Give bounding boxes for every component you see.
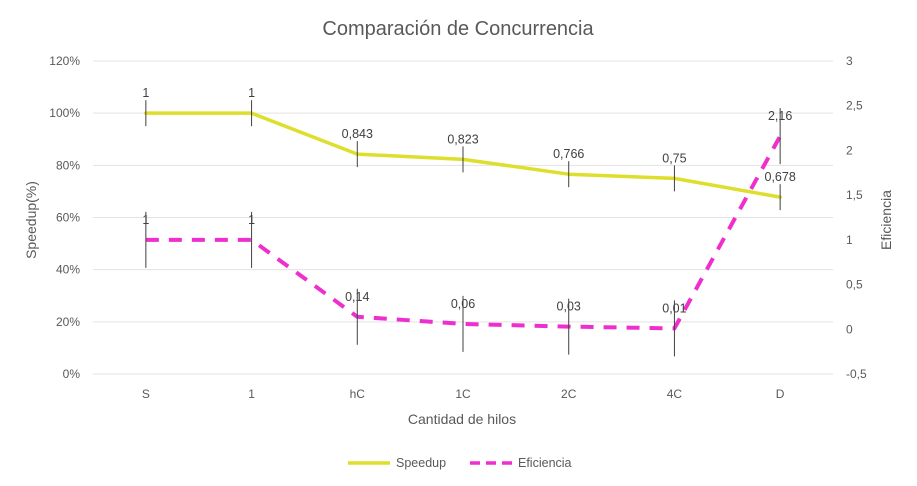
y-tick-label: 80% (56, 158, 80, 172)
y2-tick-label: 0,5 (846, 278, 863, 292)
y2-tick-label: 2 (846, 143, 853, 157)
y2-tick-label: 1,5 (846, 188, 863, 202)
error-bars (145, 100, 781, 357)
x-tick-label: 2C (561, 387, 577, 401)
data-label: 0,843 (342, 127, 373, 141)
y-tick-label: 0% (63, 367, 81, 381)
y-tick-label: 100% (49, 106, 80, 120)
data-label: 0,75 (662, 151, 686, 165)
legend-label-eficiencia: Eficiencia (518, 456, 572, 470)
data-label: 1 (142, 213, 149, 227)
y-tick-label: 20% (56, 315, 80, 329)
data-label: 0,823 (447, 132, 478, 146)
data-label: 0,03 (557, 300, 581, 314)
y2-tick-label: -0,5 (846, 367, 867, 381)
x-tick-label: hC (350, 387, 366, 401)
axis-ticks: 0% 20% 40% 60% 80% 100% 120% -0,5 0 0,5 1 1,5 2 2,5 3 S… (49, 54, 867, 401)
legend: Speedup Eficiencia (348, 456, 572, 470)
x-axis-title: Cantidad de hilos (408, 411, 516, 427)
x-tick-label: 4C (667, 387, 683, 401)
legend-label-speedup: Speedup (396, 456, 446, 470)
y-axis-title: Speedup(%) (23, 181, 39, 259)
x-tick-label: 1 (248, 387, 255, 401)
x-tick-label: S (142, 387, 150, 401)
data-label: 0,678 (765, 170, 796, 184)
y2-tick-label: 0 (846, 322, 853, 336)
y-tick-label: 60% (56, 211, 80, 225)
y-tick-label: 120% (49, 54, 80, 68)
x-tick-label: D (776, 387, 785, 401)
data-label: 1 (142, 86, 149, 100)
y-tick-label: 40% (56, 263, 80, 277)
data-label: 2,16 (768, 109, 792, 123)
data-label: 0,766 (553, 147, 584, 161)
data-label: 1 (248, 213, 255, 227)
data-labels: 1 1 0,843 0,823 0,766 0,75 0,678 1 1 0,14 0,06 0,03… (142, 86, 795, 315)
data-label: 0,14 (345, 290, 369, 304)
data-label: 1 (248, 86, 255, 100)
chart-title: Comparación de Concurrencia (322, 18, 594, 40)
y2-tick-label: 1 (846, 233, 853, 247)
y2-tick-label: 3 (846, 54, 853, 68)
data-label: 0,01 (662, 301, 686, 315)
data-label: 0,06 (451, 297, 475, 311)
y2-tick-label: 2,5 (846, 99, 863, 113)
x-tick-label: 1C (455, 387, 471, 401)
y2-axis-title: Eficiencia (878, 190, 894, 250)
